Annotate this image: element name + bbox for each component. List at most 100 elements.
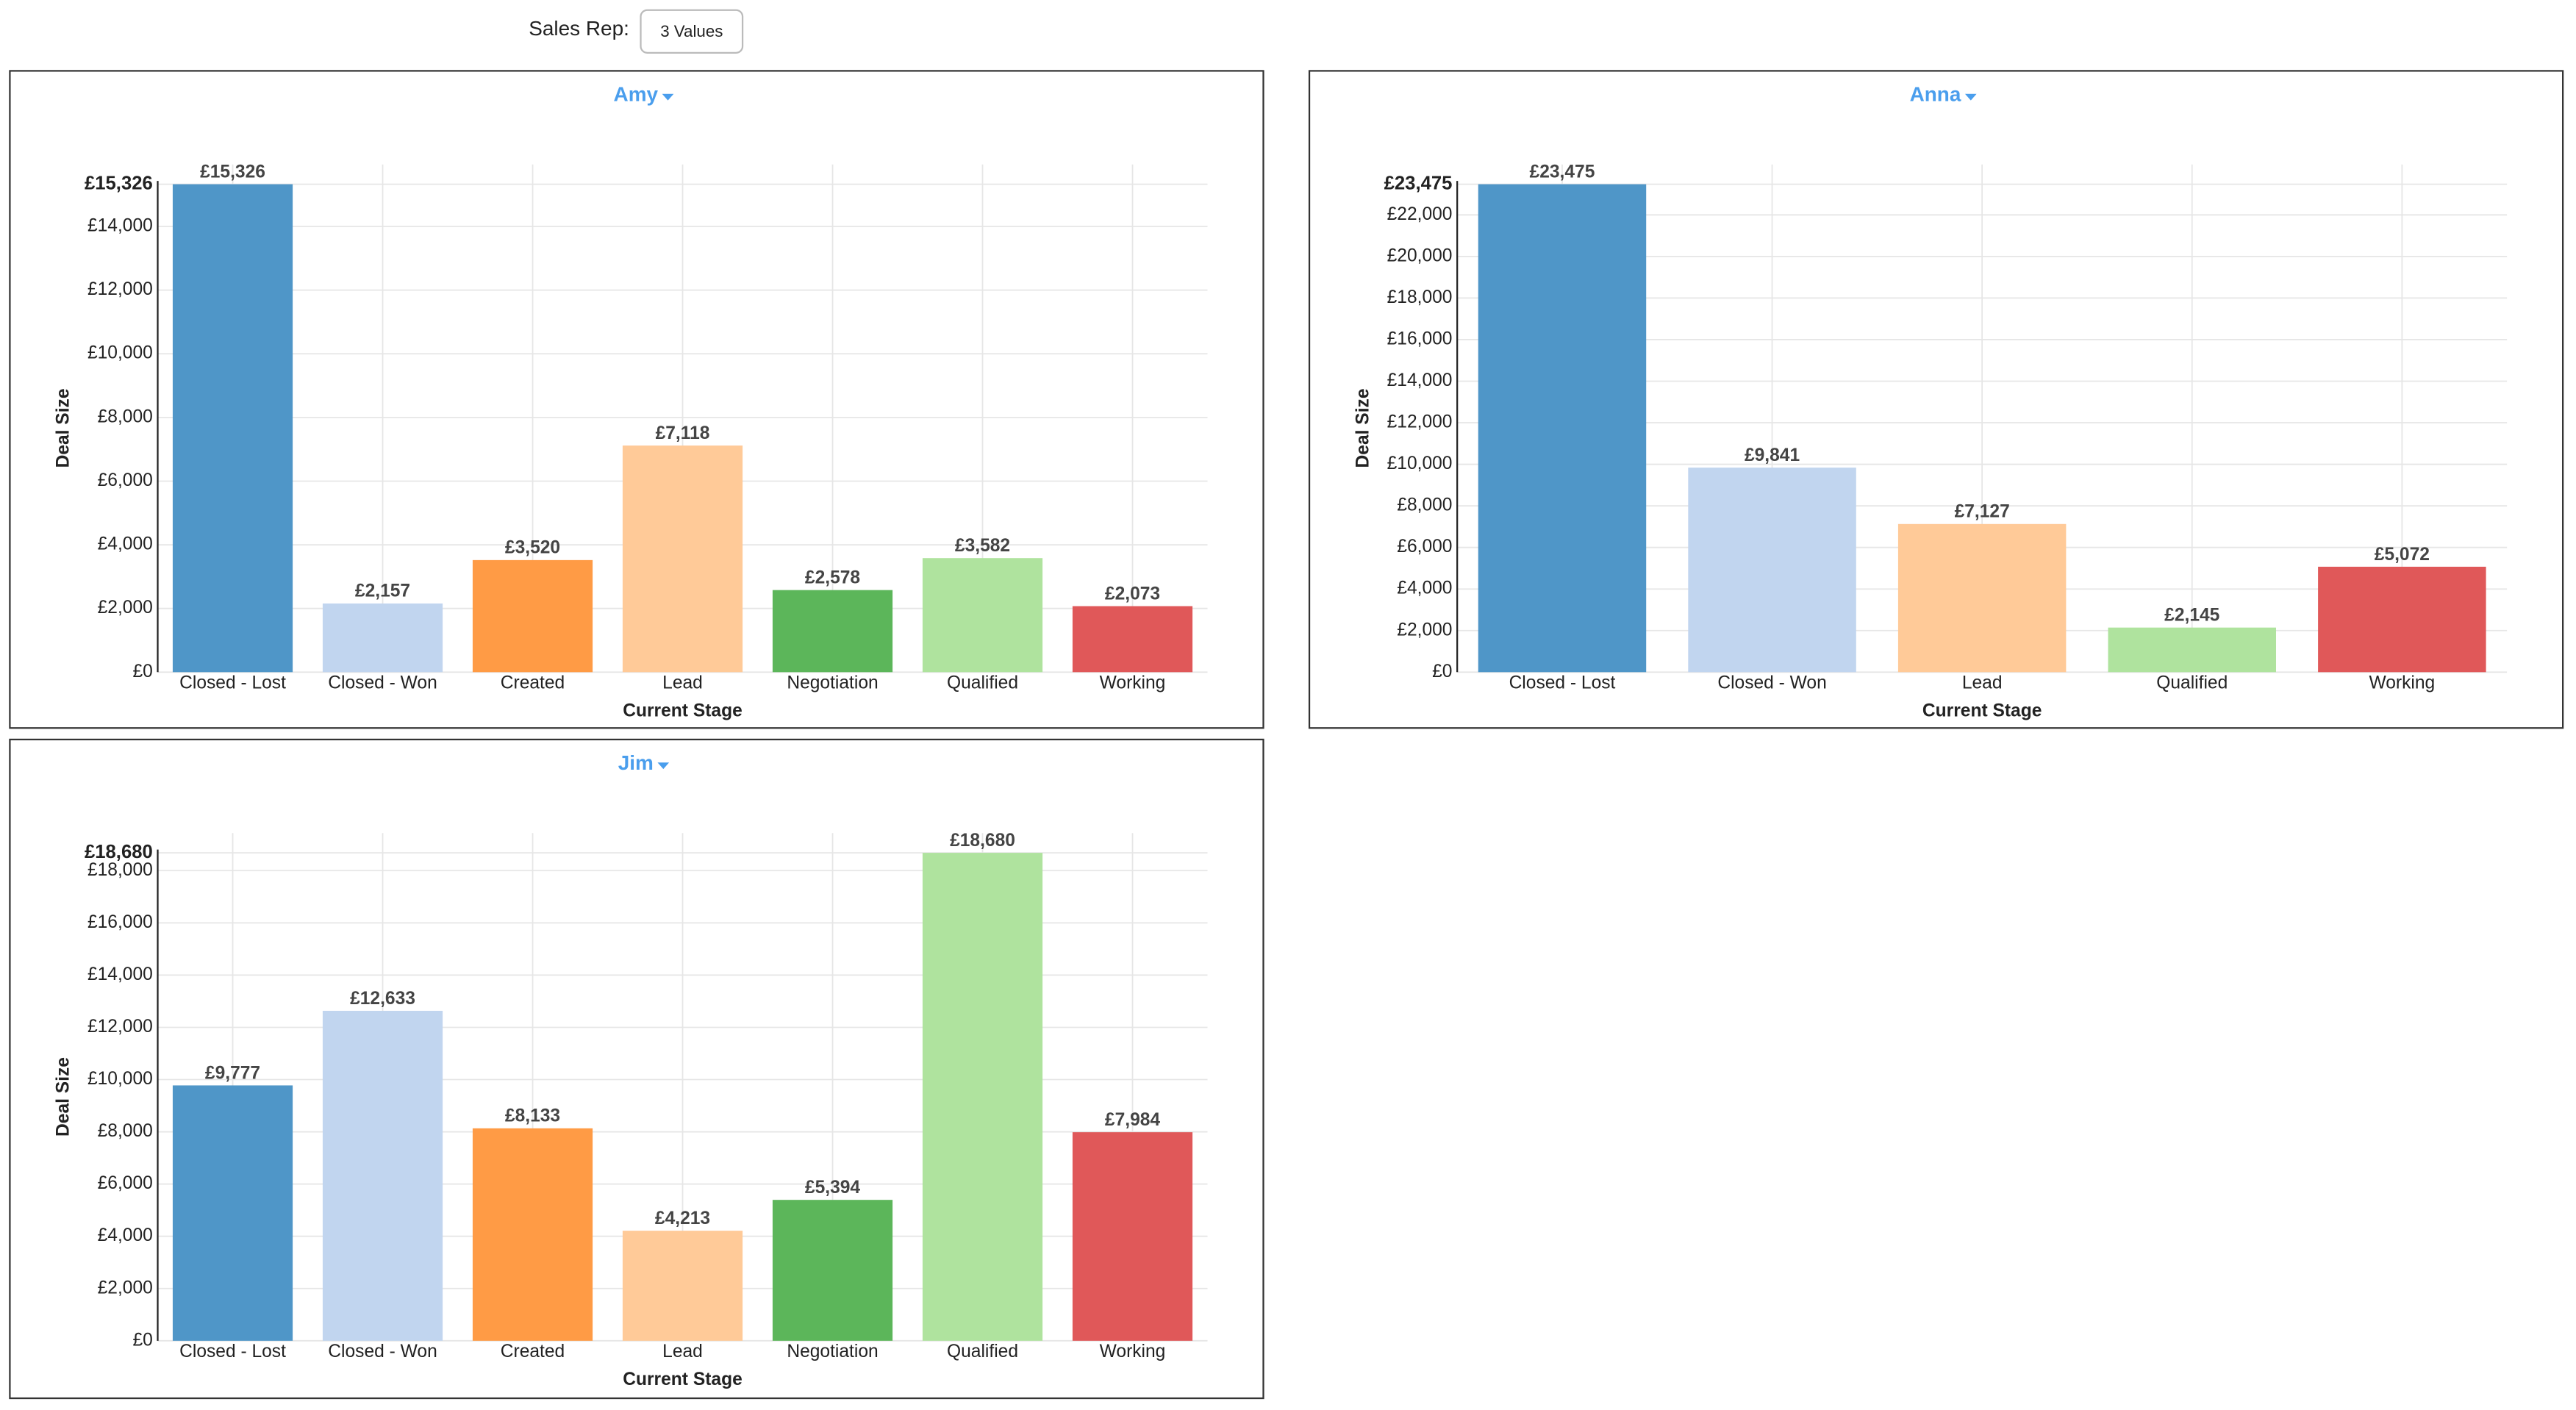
- x-axis-label: Current Stage: [623, 1370, 743, 1389]
- x-axis-label: Current Stage: [1922, 701, 2042, 720]
- value-label: £18,680: [950, 831, 1015, 851]
- y-tick-label: £0: [132, 662, 152, 681]
- value-label: £15,326: [200, 162, 265, 182]
- y-tick-label: £8,000: [98, 407, 153, 426]
- value-label: £12,633: [350, 989, 415, 1009]
- x-tick-label: Closed - Lost: [179, 1342, 286, 1361]
- value-label: £7,118: [656, 423, 710, 443]
- y-tick-label: £16,000: [87, 912, 153, 932]
- bar[interactable]: [1897, 523, 2067, 673]
- x-tick-label: Working: [2369, 673, 2435, 693]
- y-tick-label: £16,000: [1387, 329, 1453, 348]
- bar[interactable]: [1072, 1132, 1193, 1341]
- x-tick-label: Created: [501, 673, 565, 693]
- chart-title[interactable]: Anna: [1910, 82, 1961, 105]
- bar[interactable]: [172, 1085, 293, 1341]
- value-label: £9,841: [1745, 445, 1800, 465]
- x-tick-label: Lead: [662, 1342, 703, 1361]
- bar[interactable]: [772, 590, 893, 673]
- bar[interactable]: [2108, 627, 2276, 673]
- y-axis-label: Deal Size: [1353, 388, 1373, 468]
- value-label: £2,157: [355, 581, 410, 601]
- y-tick-label: £14,000: [87, 216, 153, 236]
- x-tick-label: Negotiation: [787, 673, 878, 693]
- y-tick-label: £0: [132, 1330, 152, 1350]
- y-tick-label: £18,680: [85, 842, 153, 862]
- y-tick-label: £14,000: [87, 965, 153, 984]
- bar[interactable]: [1072, 606, 1193, 673]
- value-label: £2,578: [805, 568, 860, 588]
- y-tick-label: £12,000: [1387, 412, 1453, 432]
- bar[interactable]: [922, 853, 1043, 1341]
- x-tick-label: Closed - Won: [328, 673, 437, 693]
- x-tick-label: Closed - Won: [328, 1342, 437, 1361]
- y-tick-label: £2,000: [98, 598, 153, 618]
- y-tick-label: £6,000: [1397, 537, 1452, 557]
- y-tick-label: £12,000: [87, 279, 153, 299]
- y-tick-label: £0: [1432, 662, 1452, 681]
- value-label: £2,145: [2164, 606, 2219, 626]
- value-label: £5,072: [2375, 545, 2430, 565]
- value-label: £3,520: [505, 538, 560, 558]
- y-tick-label: £22,000: [1387, 204, 1453, 224]
- y-tick-label: £10,000: [1387, 454, 1453, 473]
- value-label: £23,475: [1530, 162, 1595, 182]
- y-tick-label: £10,000: [87, 1069, 153, 1089]
- x-tick-label: Closed - Lost: [1509, 673, 1616, 693]
- filter-button-text[interactable]: 3 Values: [660, 22, 723, 40]
- x-tick-label: Working: [1100, 673, 1166, 693]
- bar[interactable]: [922, 558, 1043, 673]
- bar[interactable]: [1478, 184, 1647, 673]
- filter-button[interactable]: [640, 9, 744, 54]
- y-tick-label: £12,000: [87, 1017, 153, 1037]
- y-tick-label: £4,000: [98, 534, 153, 554]
- y-axis-label: Deal Size: [54, 388, 74, 468]
- x-tick-label: Created: [501, 1342, 565, 1361]
- x-tick-label: Qualified: [947, 1342, 1018, 1361]
- value-label: £4,213: [655, 1209, 710, 1228]
- value-label: £7,984: [1105, 1110, 1161, 1130]
- y-tick-label: £23,475: [1384, 173, 1453, 193]
- value-label: £9,777: [205, 1063, 260, 1083]
- bar[interactable]: [472, 559, 593, 673]
- x-tick-label: Negotiation: [787, 1342, 878, 1361]
- x-axis-label: Current Stage: [623, 701, 743, 720]
- x-tick-label: Working: [1100, 1342, 1166, 1361]
- bar[interactable]: [172, 184, 293, 673]
- bar[interactable]: [772, 1200, 893, 1341]
- value-label: £3,582: [955, 536, 1010, 556]
- y-tick-label: £2,000: [98, 1278, 153, 1298]
- bar[interactable]: [2318, 566, 2486, 673]
- y-tick-label: £6,000: [98, 1173, 153, 1193]
- filter-label: Sales Rep:: [529, 17, 629, 40]
- y-tick-label: £8,000: [1397, 495, 1452, 515]
- x-tick-label: Closed - Won: [1717, 673, 1826, 693]
- x-tick-label: Lead: [662, 673, 703, 693]
- y-tick-label: £18,000: [1387, 287, 1453, 307]
- title-caret[interactable]: [1964, 93, 1977, 101]
- title-caret[interactable]: [657, 762, 670, 770]
- bar[interactable]: [322, 1010, 443, 1341]
- value-label: £7,127: [1955, 502, 2010, 522]
- chart-title[interactable]: Jim: [618, 751, 654, 774]
- y-tick-label: £8,000: [98, 1121, 153, 1141]
- value-label: £8,133: [505, 1106, 560, 1126]
- y-tick-label: £2,000: [1397, 620, 1452, 640]
- bar[interactable]: [622, 445, 743, 673]
- bar[interactable]: [1688, 468, 1856, 673]
- x-tick-label: Qualified: [2156, 673, 2228, 693]
- chart-title[interactable]: Amy: [614, 82, 659, 105]
- y-tick-label: £10,000: [87, 343, 153, 363]
- bar[interactable]: [322, 603, 443, 673]
- value-label: £5,394: [805, 1178, 861, 1198]
- bar[interactable]: [622, 1231, 743, 1341]
- y-tick-label: £4,000: [98, 1225, 153, 1245]
- title-caret[interactable]: [662, 93, 674, 101]
- value-label: £2,073: [1105, 584, 1160, 604]
- y-tick-label: £14,000: [1387, 371, 1453, 390]
- bar[interactable]: [472, 1128, 593, 1341]
- y-tick-label: £4,000: [1397, 579, 1452, 598]
- x-tick-label: Closed - Lost: [179, 673, 286, 693]
